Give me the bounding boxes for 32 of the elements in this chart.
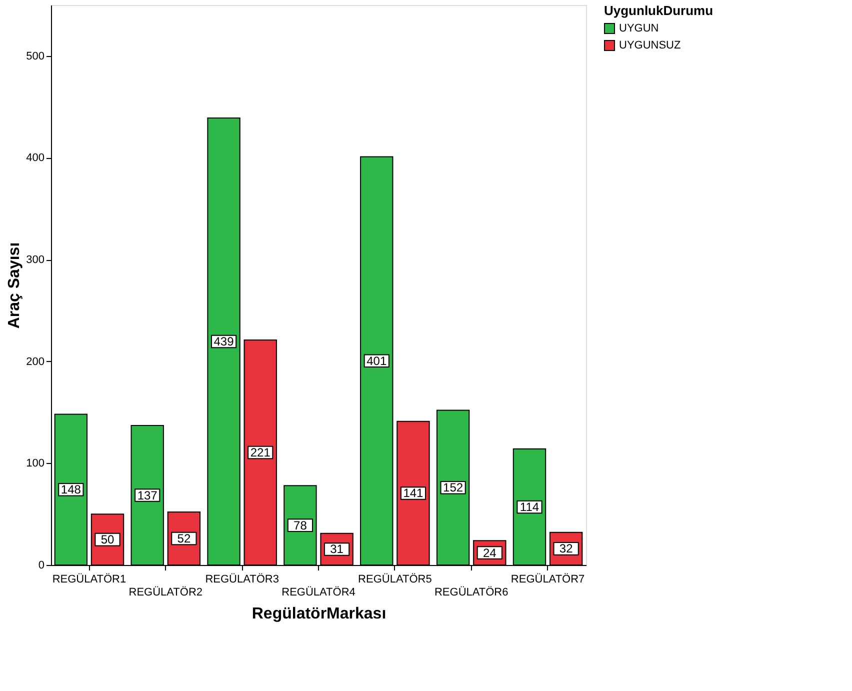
x-tick-label: REGÜLATÖR6 — [434, 586, 508, 598]
x-tick-label: REGÜLATÖR2 — [128, 586, 203, 598]
data-label: 137 — [137, 488, 158, 502]
data-label: 148 — [60, 482, 82, 497]
y-tick-label: 200 — [26, 356, 44, 368]
data-label: 24 — [482, 546, 497, 560]
data-label: 31 — [330, 542, 344, 556]
data-label: 78 — [294, 518, 308, 532]
data-label: 52 — [177, 532, 191, 546]
data-label: 50 — [100, 532, 115, 547]
data-label: 401 — [366, 354, 387, 368]
y-tick-label: 400 — [26, 152, 44, 164]
data-label: 152 — [443, 480, 464, 495]
x-tick-label: REGÜLATÖR4 — [282, 586, 356, 598]
x-tick-label: REGÜLATÖR5 — [358, 572, 432, 586]
legend-label: UYGUNSUZ — [619, 40, 682, 52]
data-label: 32 — [559, 542, 574, 556]
y-tick-label: 500 — [26, 50, 44, 62]
x-tick-label: REGÜLATÖR7 — [510, 572, 585, 586]
x-axis-title: RegülatörMarkası — [252, 606, 386, 622]
y-tick-label: 100 — [26, 458, 44, 470]
x-tick-label: REGÜLATÖR3 — [205, 572, 279, 586]
data-label: 141 — [403, 486, 424, 500]
y-tick-label: 0 — [38, 560, 44, 572]
legend-title: UygunlukDurumu — [604, 3, 714, 18]
y-axis-title: Araç Sayısı — [6, 242, 24, 329]
data-label: 114 — [520, 500, 540, 514]
data-label: 439 — [214, 334, 234, 349]
y-tick-label: 300 — [26, 254, 44, 266]
legend-label: UYGUN — [619, 22, 659, 34]
data-label: 221 — [250, 445, 271, 460]
x-tick-label: REGÜLATÖR1 — [52, 572, 126, 586]
